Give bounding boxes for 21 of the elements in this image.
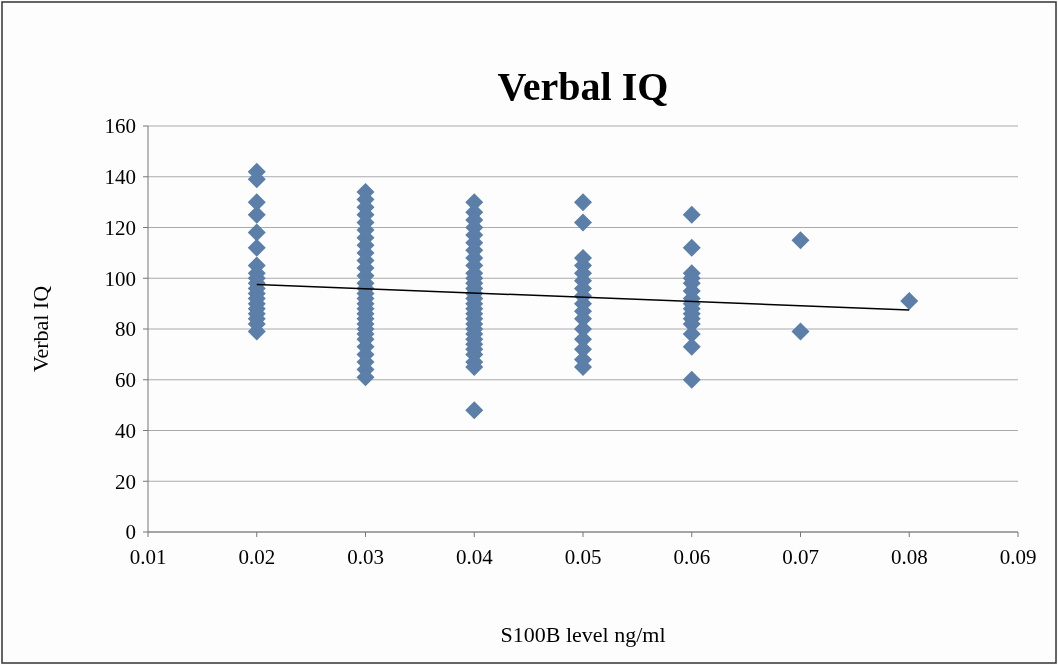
- chart-title: Verbal IQ: [497, 64, 669, 109]
- y-tick-label: 60: [115, 368, 136, 393]
- y-tick-label: 0: [125, 520, 136, 545]
- y-tick-label: 20: [115, 469, 136, 494]
- y-tick-label: 140: [104, 165, 136, 190]
- x-tick-label: 0.07: [782, 545, 819, 569]
- y-tick-label: 120: [104, 215, 136, 240]
- x-axis-title: S100B level ng/ml: [500, 622, 666, 647]
- x-tick-label: 0.01: [129, 545, 167, 569]
- x-tick-label: 0.08: [890, 545, 928, 569]
- x-tick-label: 0.02: [238, 545, 276, 569]
- x-tick-label: 0.03: [347, 545, 384, 569]
- x-tick-label: 0.09: [999, 545, 1037, 569]
- y-tick-label: 40: [115, 418, 136, 443]
- y-tick-label: 80: [115, 317, 136, 342]
- x-tick-label: 0.04: [455, 545, 494, 569]
- y-axis-title: Verbal IQ: [28, 285, 53, 373]
- y-tick-label: 100: [104, 266, 136, 291]
- x-tick-label: 0.06: [673, 545, 711, 569]
- y-tick-label: 160: [104, 114, 136, 139]
- x-tick-label: 0.05: [564, 545, 602, 569]
